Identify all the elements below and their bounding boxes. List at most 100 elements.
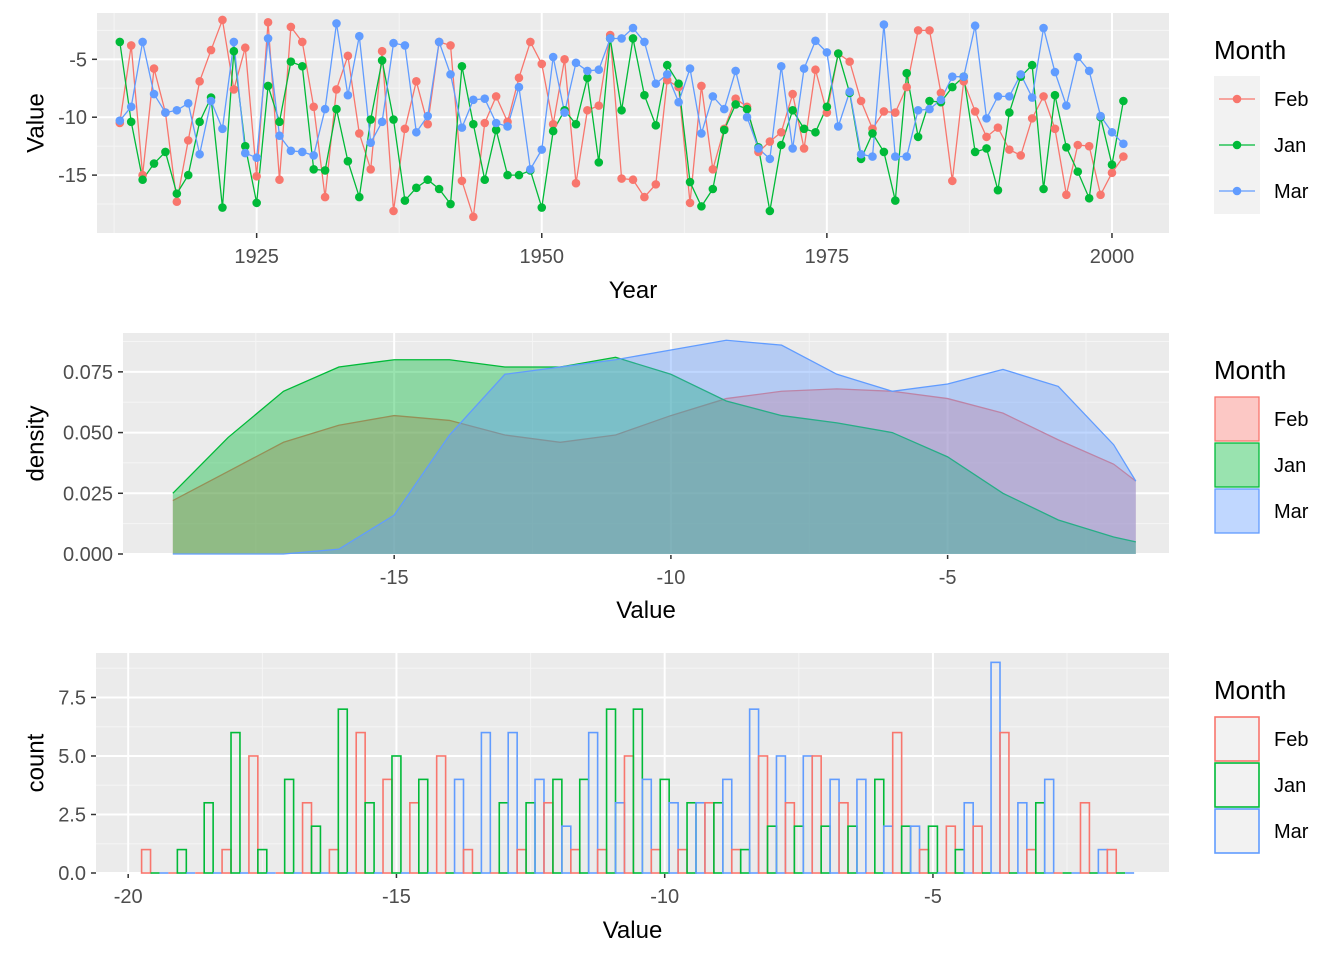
legend-key-swatch — [1214, 442, 1260, 488]
data-point-mar — [1039, 23, 1048, 33]
histogram-bar-mar — [1017, 801, 1028, 874]
data-point-mar — [423, 111, 433, 121]
data-point-jan — [297, 61, 307, 71]
data-point-jan — [377, 56, 387, 65]
data-point-jan — [548, 126, 558, 136]
histogram-bar-jan — [283, 778, 295, 874]
data-point-jan — [868, 129, 877, 138]
histogram-bar-feb — [248, 755, 259, 874]
legend-key-point — [1232, 186, 1242, 196]
data-point-jan — [1050, 90, 1060, 100]
data-point-feb — [537, 59, 547, 69]
y-tick-label: -15 — [58, 165, 87, 187]
data-point-feb — [252, 171, 261, 181]
data-point-jan — [195, 117, 204, 127]
data-point-feb — [788, 89, 797, 99]
data-point-feb — [286, 22, 296, 32]
y-tick-label: 7.5 — [58, 687, 86, 709]
data-point-feb — [799, 144, 809, 153]
data-point-jan — [343, 156, 353, 166]
data-point-feb — [400, 124, 410, 134]
data-point-mar — [788, 144, 797, 153]
legend-label-feb: Feb — [1274, 729, 1308, 751]
data-point-jan — [400, 196, 410, 205]
density-panel: -15 -10 -5 0.000 0.025 0.050 0.075 Value density… — [23, 333, 1309, 624]
data-point-feb — [206, 45, 216, 55]
data-point-jan — [948, 82, 957, 92]
data-point-jan — [514, 170, 524, 180]
data-point-jan — [765, 206, 775, 216]
data-point-mar — [594, 65, 604, 75]
density-area-mar — [172, 340, 1136, 554]
data-point-feb — [457, 176, 467, 186]
histogram-bar-jan — [605, 708, 617, 874]
data-point-mar — [514, 82, 524, 92]
data-point-jan — [902, 68, 912, 78]
data-point-mar — [354, 31, 364, 41]
histogram-bar-jan — [257, 848, 268, 874]
data-point-feb — [993, 123, 1003, 132]
data-point-mar — [993, 92, 1003, 101]
data-point-feb — [902, 82, 912, 92]
histogram-bar-jan — [417, 778, 429, 874]
density-outline-jan — [172, 356, 1136, 543]
data-point-mar — [651, 79, 661, 88]
data-point-mar — [526, 165, 535, 174]
legend: Month Feb Jan Mar — [1214, 35, 1309, 214]
data-point-jan — [583, 73, 592, 83]
histogram-bar-feb — [999, 731, 1010, 874]
data-point-jan — [731, 100, 740, 109]
legend: Month Feb Jan Mar — [1214, 675, 1309, 854]
data-point-feb — [263, 17, 273, 27]
data-point-mar — [708, 92, 718, 101]
data-point-mar — [685, 64, 695, 73]
data-point-jan — [1107, 160, 1117, 169]
data-point-mar — [377, 117, 387, 127]
x-tick-label: 2000 — [1090, 246, 1135, 268]
data-point-jan — [457, 61, 467, 71]
histogram-bar-mar — [668, 801, 679, 874]
histogram-panel: -20 -15 -10 -5 0.0 2.5 5.0 7.5 Value count Month Fe… — [23, 653, 1309, 944]
data-point-mar — [868, 152, 877, 161]
histogram-bar-feb — [462, 848, 474, 874]
histogram-bar-mar — [453, 778, 465, 874]
data-point-mar — [126, 102, 136, 112]
legend-label-mar: Mar — [1274, 821, 1309, 843]
data-point-feb — [377, 46, 387, 56]
data-point-mar — [286, 146, 296, 156]
y-axis-title: density — [23, 405, 50, 481]
data-point-jan — [229, 46, 239, 56]
data-point-jan — [446, 199, 455, 209]
data-point-mar — [697, 129, 706, 138]
data-point-feb — [229, 85, 239, 94]
data-point-jan — [172, 189, 182, 198]
data-point-jan — [115, 37, 125, 47]
histogram-bar-feb — [1106, 848, 1118, 874]
x-tick-label: 1975 — [805, 246, 850, 268]
data-point-mar — [799, 64, 809, 73]
data-point-jan — [890, 196, 900, 205]
data-point-jan — [742, 104, 752, 114]
histogram-bar-mar — [480, 731, 492, 874]
data-point-feb — [1119, 152, 1128, 161]
data-point-mar — [822, 48, 832, 57]
legend-title: Month — [1214, 35, 1286, 65]
histogram-bar-feb — [891, 731, 903, 874]
data-point-jan — [1073, 167, 1083, 176]
data-point-mar — [879, 20, 889, 29]
data-point-mar — [537, 145, 547, 154]
data-point-jan — [275, 117, 284, 127]
data-point-feb — [469, 212, 478, 222]
data-point-mar — [776, 61, 786, 71]
data-point-feb — [366, 165, 376, 174]
legend-key-point — [1232, 140, 1242, 150]
data-point-feb — [811, 65, 820, 75]
data-point-jan — [469, 119, 478, 129]
data-point-jan — [161, 147, 170, 157]
data-point-feb — [149, 64, 159, 73]
legend-key-swatch — [1214, 488, 1260, 534]
data-point-jan — [149, 159, 159, 168]
data-point-mar — [1107, 127, 1117, 137]
data-point-feb — [583, 105, 592, 115]
histogram-bar-mar — [856, 778, 867, 874]
